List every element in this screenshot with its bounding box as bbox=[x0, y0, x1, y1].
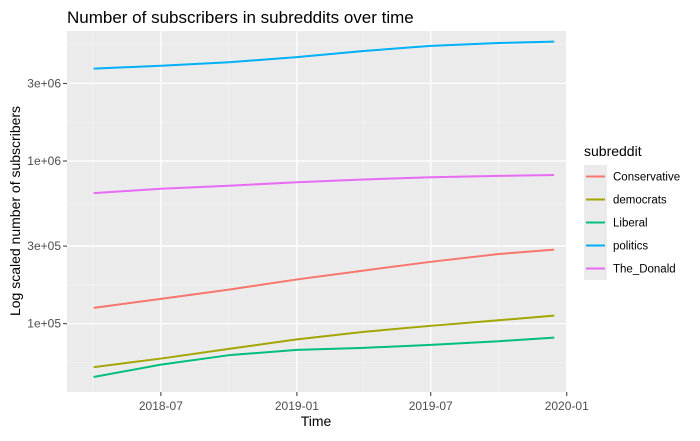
x-axis-label: Time bbox=[301, 413, 332, 429]
legend-label-the-donald: The_Donald bbox=[613, 264, 676, 276]
x-tick-label: 2019-01 bbox=[275, 399, 319, 413]
x-tick-label: 2019-07 bbox=[409, 399, 453, 413]
x-tick-label: 2018-07 bbox=[139, 399, 183, 413]
y-axis-label: Log scaled number of subscribers bbox=[7, 106, 23, 316]
y-tick-label: 1e+05 bbox=[27, 317, 61, 331]
grid-minor bbox=[67, 31, 566, 392]
legend-items: Conservative democrats Liberal politics The_… bbox=[584, 165, 680, 280]
legend: subreddit Conservative democrats Liberal po… bbox=[584, 143, 680, 280]
series-line-liberal bbox=[93, 336, 555, 378]
grid-major bbox=[67, 31, 566, 392]
legend-label-conservative: Conservative bbox=[613, 172, 680, 184]
chart-title: Number of subscribers in subreddits over… bbox=[67, 8, 414, 27]
series-line-democrats bbox=[93, 314, 555, 369]
series-line-politics bbox=[93, 40, 555, 70]
series-layer bbox=[93, 40, 555, 378]
y-axis: 1e+05 3e+05 1e+06 3e+06 bbox=[27, 76, 67, 331]
y-tick-label: 3e+05 bbox=[27, 239, 61, 253]
legend-label-democrats: democrats bbox=[613, 195, 667, 207]
legend-label-politics: politics bbox=[613, 241, 648, 253]
series-line-the-donald bbox=[93, 174, 555, 195]
y-tick-label: 3e+06 bbox=[27, 76, 61, 90]
x-tick-label: 2020-01 bbox=[545, 399, 589, 413]
legend-label-liberal: Liberal bbox=[613, 218, 648, 230]
y-tick-label: 1e+06 bbox=[27, 154, 61, 168]
plot-panel bbox=[67, 31, 566, 392]
series-line-conservative bbox=[93, 248, 555, 309]
legend-title: subreddit bbox=[584, 143, 642, 159]
x-axis: 2018-07 2019-01 2019-07 2020-01 bbox=[139, 392, 589, 413]
